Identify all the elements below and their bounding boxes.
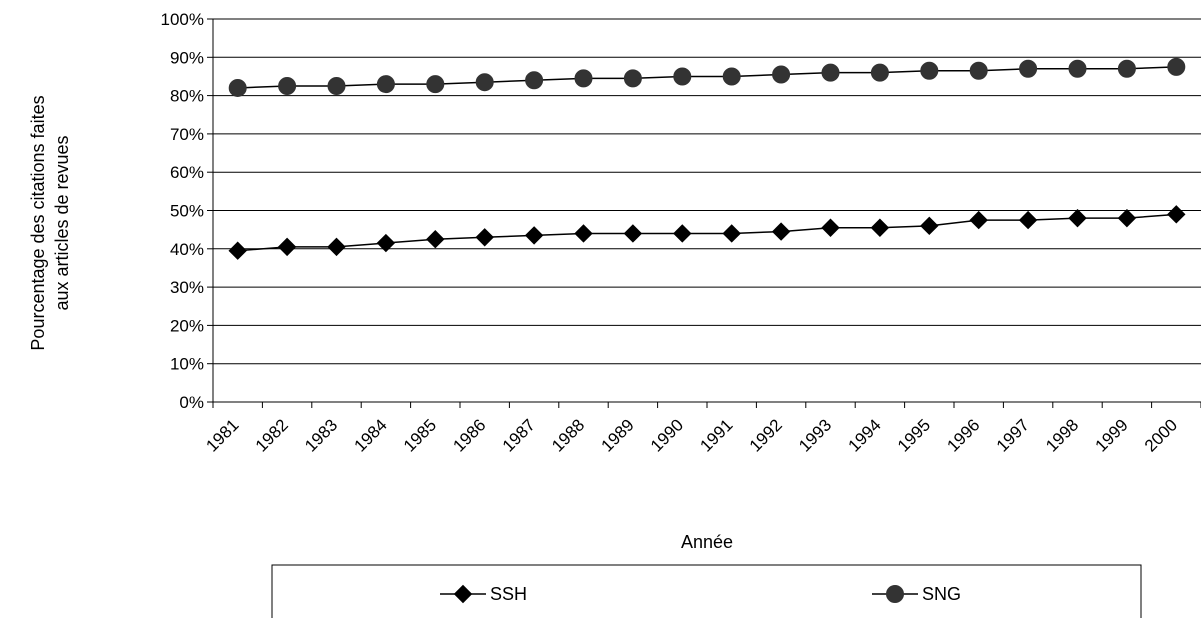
x-tick-label: 1988 [548,415,588,455]
data-point-sng [1167,57,1186,76]
x-tick-label: 1983 [301,415,341,455]
x-tick-label: 1982 [252,415,292,455]
legend-item-ssh: SSH [440,584,527,604]
x-tick-label: 1993 [795,415,835,455]
data-point-ssh [524,226,544,245]
x-tick-label: 1985 [400,415,440,455]
y-tick-label: 20% [170,316,204,335]
x-tick-label: 1992 [746,415,786,455]
data-point-ssh [426,230,445,249]
x-tick-label: 1996 [943,415,983,455]
x-tick-label: 1995 [894,415,934,455]
data-point-ssh [969,210,988,230]
legend-label-sng: SNG [922,584,961,604]
y-tick-label: 80% [170,87,204,106]
y-axis-ticks: 0% 10% 20% 30% 40% 50% 60% 70% 80% 90% 100% [161,10,213,412]
data-point-sng [426,75,445,94]
x-tick-label: 1991 [696,415,736,455]
x-tick-label: 1997 [993,415,1033,455]
data-point-sng [772,65,791,84]
axes [212,19,1201,403]
data-point-sng [1019,59,1038,78]
y-axis-title-line-1: Pourcentage des citations faites [28,95,48,350]
series-layer [228,57,1186,260]
data-point-sng [623,69,642,88]
legend-box [271,564,1142,618]
legend-marker-ssh [453,584,473,604]
y-tick-label: 90% [170,48,204,67]
data-point-sng [673,67,692,86]
data-point-ssh [821,218,840,237]
x-tick-label: 1984 [351,415,391,455]
y-tick-label: 60% [170,163,204,182]
legend-item-sng: SNG [872,584,961,604]
y-axis-title: Pourcentage des citations faites aux art… [28,95,72,350]
data-point-ssh [673,224,692,243]
y-tick-label: 100% [161,10,204,29]
data-point-sng [969,61,988,80]
data-point-sng [870,63,889,82]
x-tick-label: 1989 [598,415,638,455]
data-point-ssh [327,237,346,257]
y-axis-title-line-2: aux articles de revues [52,135,72,310]
data-point-ssh [1068,208,1087,228]
x-tick-label: 1986 [449,415,489,455]
x-axis-title: Année [681,532,733,552]
data-point-sng [722,67,741,86]
data-point-sng [376,75,395,94]
y-tick-label: 50% [170,202,204,221]
data-point-sng [1117,59,1136,78]
x-tick-label: 1981 [202,415,242,455]
legend-marker-sng [886,585,904,603]
data-point-sng [475,73,494,92]
data-point-sng [525,71,544,90]
data-point-ssh [722,224,741,243]
y-tick-label: 70% [170,125,204,144]
data-point-ssh [623,224,643,243]
data-point-ssh [376,233,396,253]
data-point-sng [574,69,593,88]
series-sng [228,57,1186,97]
data-point-ssh [277,237,297,257]
y-tick-label: 40% [170,240,204,259]
x-tick-label: 1987 [499,415,539,455]
data-point-ssh [920,216,939,236]
data-point-sng [278,77,297,96]
legend: SSH SNG [271,564,1142,618]
y-tick-label: 10% [170,355,204,374]
data-point-ssh [228,241,247,260]
data-point-ssh [1018,210,1038,230]
x-tick-label: 1990 [647,415,687,455]
data-point-ssh [475,228,494,247]
data-point-sng [821,63,840,82]
data-point-ssh [1117,208,1137,228]
x-tick-label: 1998 [1042,415,1082,455]
data-point-sng [327,77,346,96]
data-point-ssh [574,224,593,243]
y-tick-label: 0% [179,393,204,412]
x-tick-label: 1999 [1092,415,1132,455]
legend-label-ssh: SSH [490,584,527,604]
gridlines [213,18,1201,365]
data-point-sng [920,61,939,80]
data-point-sng [1068,59,1087,78]
x-tick-label: 1994 [845,415,885,455]
x-tick-label: 2000 [1141,415,1181,455]
series-ssh [228,205,1186,260]
data-point-ssh [771,222,791,241]
y-tick-label: 30% [170,278,204,297]
data-point-sng [228,78,247,97]
data-point-ssh [870,218,890,237]
x-axis-ticks: 1981 1982 1983 1984 1985 1986 1987 1988 1989 1990… [202,402,1201,456]
data-point-ssh [1167,205,1186,224]
